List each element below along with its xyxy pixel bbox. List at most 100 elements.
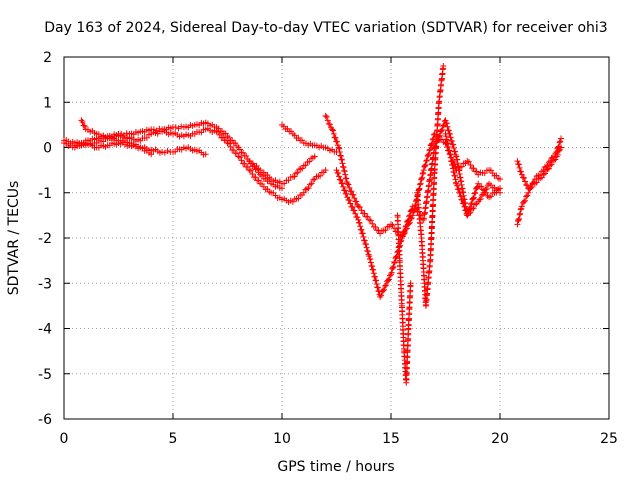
data-point	[475, 182, 491, 205]
data-point	[486, 167, 502, 182]
x-tick-label: 15	[382, 431, 400, 447]
data-point	[335, 144, 350, 186]
data-point	[486, 180, 502, 194]
data-point	[93, 130, 109, 141]
y-tick-label: -3	[38, 276, 52, 292]
data-point	[268, 189, 283, 202]
data-point	[257, 180, 273, 195]
data-point	[407, 280, 414, 287]
data-point	[82, 126, 98, 137]
series-track-10	[414, 63, 447, 309]
data-point	[435, 65, 447, 106]
data-point	[414, 189, 425, 238]
data-point	[148, 151, 155, 158]
x-axis-ticks: 0 5 10 15 20 25	[60, 57, 618, 447]
data-point	[224, 139, 240, 157]
data-point	[289, 165, 306, 180]
series-track-6	[279, 121, 340, 156]
data-point	[170, 123, 185, 132]
chart-title: Day 163 of 2024, Sidereal Day-to-day VTE…	[44, 20, 607, 36]
data-point	[329, 126, 341, 149]
data-point	[558, 135, 565, 142]
y-tick-label: -6	[38, 412, 52, 428]
data-point	[377, 272, 394, 300]
data-point	[311, 142, 327, 151]
x-axis-label: GPS time / hours	[277, 459, 394, 475]
data-point	[355, 203, 371, 220]
x-tick-label: 5	[169, 431, 178, 447]
data-point	[497, 189, 503, 196]
series-track-5	[246, 153, 318, 187]
data-point	[440, 63, 447, 70]
data-point	[93, 142, 109, 151]
series-track-9	[394, 212, 414, 386]
data-point	[279, 121, 295, 135]
data-series	[61, 63, 565, 386]
data-point	[311, 153, 318, 160]
data-point	[540, 165, 552, 178]
data-point	[344, 194, 361, 221]
y-tick-label: 0	[43, 141, 52, 157]
y-tick-label: -5	[38, 367, 52, 383]
data-point	[202, 151, 209, 158]
data-point	[289, 130, 305, 144]
data-point	[405, 282, 414, 332]
data-point	[137, 131, 153, 144]
y-tick-label: 1	[43, 95, 52, 111]
data-point	[355, 216, 372, 258]
data-point	[431, 100, 442, 174]
x-tick-label: 20	[491, 431, 509, 447]
data-point	[366, 253, 383, 298]
data-point	[71, 140, 87, 149]
data-point	[518, 192, 531, 210]
data-point	[394, 212, 403, 262]
data-point	[531, 174, 545, 187]
y-tick-label: -1	[38, 186, 52, 202]
data-point	[300, 176, 317, 196]
data-point	[235, 153, 251, 170]
y-tick-label: -2	[38, 231, 52, 247]
data-point	[202, 125, 218, 135]
series-track-11	[442, 130, 503, 219]
data-point	[553, 146, 563, 160]
y-axis-ticks: 2 1 0 -1 -2 -3 -4 -5 -6	[38, 50, 609, 428]
y-tick-label: -4	[38, 322, 52, 338]
data-point	[126, 139, 142, 150]
data-point	[213, 128, 229, 144]
data-point	[180, 144, 196, 154]
x-tick-label: 10	[273, 431, 291, 447]
series-track-4	[78, 117, 155, 158]
data-point	[180, 130, 196, 140]
data-point	[170, 146, 185, 156]
data-point	[518, 171, 531, 189]
data-point	[558, 144, 565, 151]
data-point	[514, 205, 525, 228]
series-track-13	[514, 144, 565, 192]
data-point	[137, 144, 153, 156]
data-point	[78, 117, 88, 129]
data-point	[322, 167, 329, 174]
series-track-1	[61, 119, 285, 192]
x-tick-label: 0	[60, 431, 69, 447]
data-point	[333, 167, 350, 197]
data-point	[420, 131, 437, 174]
data-point	[514, 158, 525, 175]
data-point	[246, 167, 262, 184]
data-point	[442, 117, 459, 159]
data-point	[442, 130, 459, 186]
data-point	[464, 158, 480, 175]
data-point	[497, 176, 503, 183]
data-point	[322, 112, 335, 131]
data-point	[464, 200, 480, 219]
plot-frame	[63, 56, 610, 420]
data-point	[422, 258, 434, 309]
y-axis-label: SDTVAR / TECUs	[6, 181, 22, 296]
y-tick-label: 2	[43, 50, 52, 66]
data-point	[547, 156, 559, 169]
data-point	[344, 180, 361, 208]
data-point	[377, 223, 393, 237]
x-tick-label: 25	[600, 431, 618, 447]
data-point	[289, 191, 305, 205]
